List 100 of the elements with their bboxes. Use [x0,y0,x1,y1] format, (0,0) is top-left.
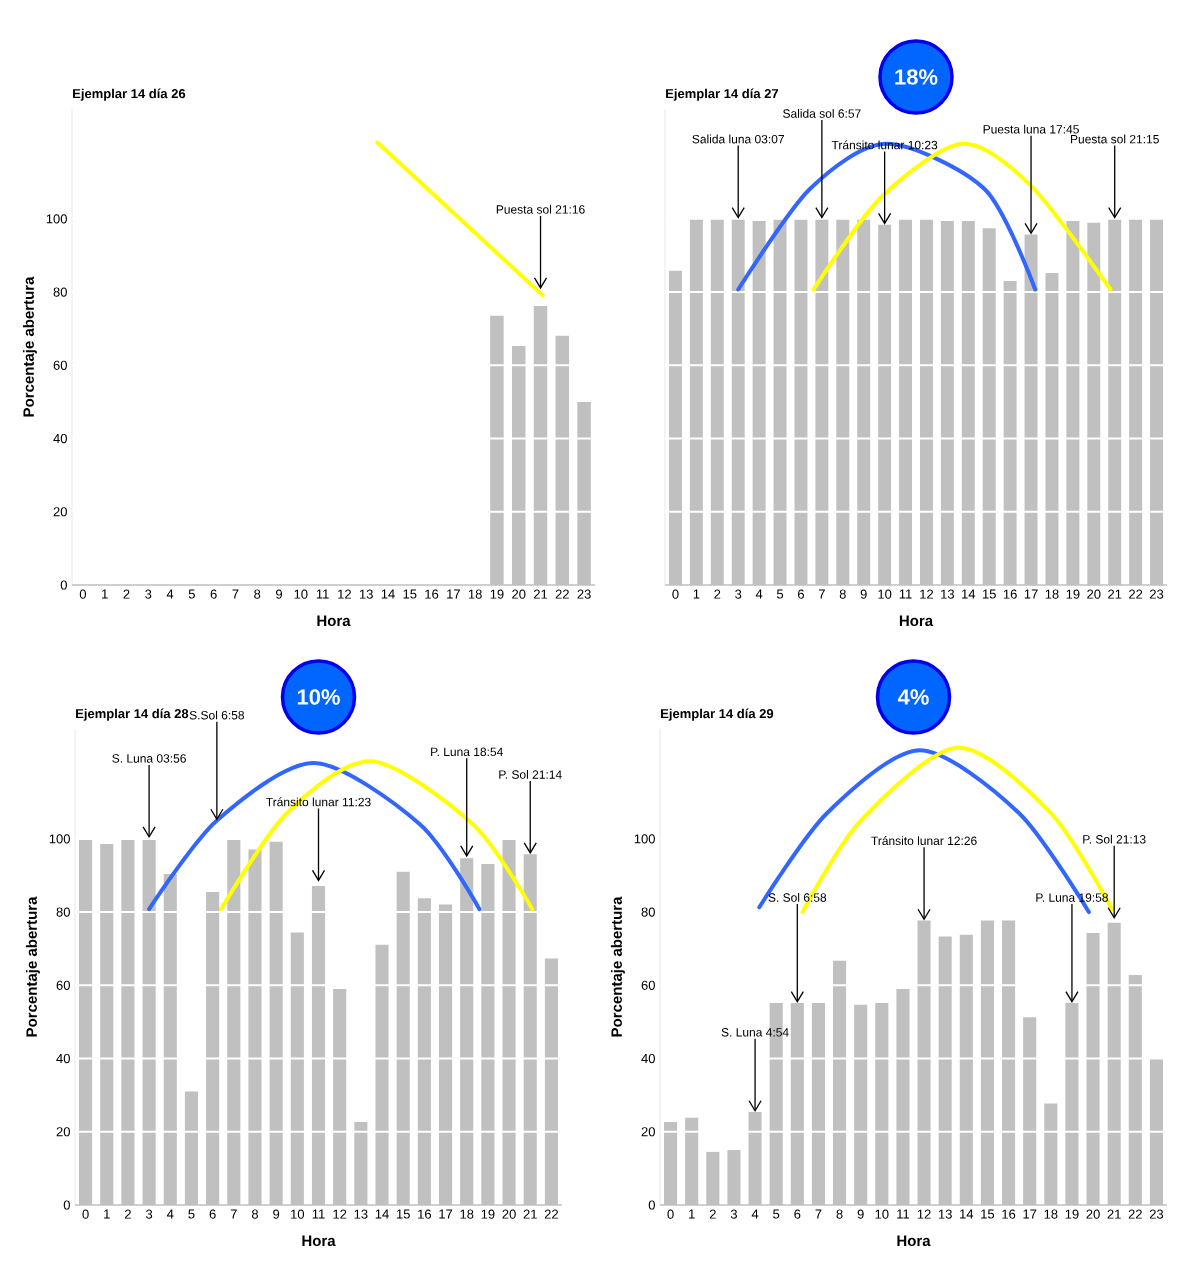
x-tick-label: 3 [735,589,742,599]
x-tick-label: 2 [714,589,721,599]
annotation: Salida luna 03:07 [692,134,784,144]
x-tick-label: 22 [1128,1209,1142,1219]
x-tick-label: 19 [490,589,504,599]
x-tick-label: 8 [839,589,846,599]
y-axis-title: Porcentaje abertura [22,276,37,417]
x-tick-label: 4 [751,1209,759,1219]
x-tick-label: 3 [145,1209,153,1219]
x-tick-label: 0 [667,1209,674,1219]
y-tick-label: 60 [641,980,655,990]
x-tick-label: 23 [1149,1209,1164,1219]
y-axis-title: Porcentaje abertura [25,896,40,1037]
x-tick-label: 16 [1003,589,1017,599]
chart-title: Ejemplar 14 día 27 [666,88,779,101]
x-axis-title: Hora [302,1235,336,1247]
x-tick-label: 12 [920,589,934,599]
x-tick-label: 1 [104,1209,110,1219]
x-tick-label: 20 [1087,589,1101,599]
x-tick-label: 21 [1108,589,1122,599]
x-tick-label: 22 [1129,589,1143,599]
x-tick-label: 10 [878,589,892,599]
y-tick-label: 0 [60,580,67,590]
x-tick-label: 12 [333,1209,347,1219]
x-tick-label: 18 [1044,1209,1058,1219]
y-tick-label: 100 [634,834,655,844]
x-tick-label: 7 [232,589,239,599]
y-tick-label: 20 [53,507,67,517]
x-tick-label: 0 [82,1209,89,1219]
x-tick-label: 2 [123,589,130,599]
x-tick-label: 9 [857,1209,864,1219]
x-tick-label: 9 [276,589,283,599]
x-tick-label: 19 [481,1209,495,1219]
x-tick-label: 3 [145,589,152,599]
x-tick-label: 8 [251,1209,259,1219]
chart-title: Ejemplar 14 día 28 [76,708,189,721]
text: 4% [897,689,929,705]
x-tick-label: 0 [672,589,679,599]
x-tick-label: 11 [316,589,329,599]
annotation: Salida sol 6:57 [783,108,861,118]
y-tick-label: 20 [56,1127,70,1137]
annotation: Puesta sol 21:16 [496,204,585,214]
x-tick-label: 13 [354,1209,368,1219]
y-tick-label: 60 [56,980,70,990]
x-tick-label: 5 [773,1209,780,1219]
x-tick-label: 17 [439,1209,453,1219]
y-tick-label: 100 [49,834,70,844]
x-tick-label: 5 [776,589,784,599]
x-axis-title: Hora [317,615,351,627]
x-tick-label: 6 [209,1209,216,1219]
x-tick-label: 21 [533,589,548,599]
y-tick-label: 60 [53,360,67,370]
x-tick-label: 19 [1066,589,1080,599]
annotation: P. Sol 21:14 [499,769,562,779]
x-tick-label: 7 [230,1209,237,1219]
x-tick-label: 8 [836,1209,843,1219]
x-tick-label: 4 [166,589,174,599]
x-tick-label: 0 [79,589,87,599]
x-tick-label: 14 [962,589,976,599]
x-tick-label: 10 [294,589,308,599]
x-tick-label: 1 [102,589,108,599]
text: 18% [895,69,938,85]
x-tick-label: 9 [860,589,867,599]
x-tick-label: 16 [1002,1209,1016,1219]
x-tick-label: 12 [338,589,351,599]
chart-title: Ejemplar 14 día 26 [73,88,186,101]
x-tick-label: 13 [941,589,955,599]
x-tick-label: 20 [512,589,526,599]
x-tick-label: 6 [210,589,217,599]
x-tick-label: 15 [403,589,417,599]
y-tick-label: 40 [56,1053,70,1064]
y-tick-label: 80 [56,907,70,917]
annotation: S. Luna 03:56 [112,754,186,763]
annotation: P. Sol 21:13 [1083,834,1146,844]
x-tick-label: 8 [254,589,261,599]
chart-title: Ejemplar 14 día 29 [661,708,774,721]
x-tick-label: 14 [381,589,395,599]
y-tick-label: 0 [63,1200,70,1210]
x-tick-label: 2 [709,1209,716,1219]
x-tick-label: 11 [897,1209,910,1219]
x-tick-label: 17 [447,589,460,599]
y-tick-label: 80 [53,287,67,297]
x-tick-label: 5 [188,1209,195,1219]
x-tick-label: 15 [981,1209,995,1219]
x-tick-label: 12 [917,1209,931,1219]
x-tick-label: 9 [273,1209,280,1219]
x-tick-label: 11 [312,1209,325,1219]
x-tick-label: 15 [982,589,996,599]
line-series [800,745,1115,915]
x-tick-label: 21 [1107,1209,1121,1219]
annotation: S.Sol 6:58 [189,710,245,720]
x-tick-label: 23 [1149,589,1164,599]
x-tick-label: 2 [124,1209,131,1219]
x-tick-label: 11 [899,589,912,599]
annotation: P. Luna 18:54 [431,747,503,757]
x-tick-label: 19 [1065,1209,1079,1219]
x-axis-title: Hora [899,615,934,627]
x-tick-label: 17 [1023,1209,1037,1219]
annotation: Tránsito lunar 12:26 [871,836,977,846]
line-series [147,761,482,912]
